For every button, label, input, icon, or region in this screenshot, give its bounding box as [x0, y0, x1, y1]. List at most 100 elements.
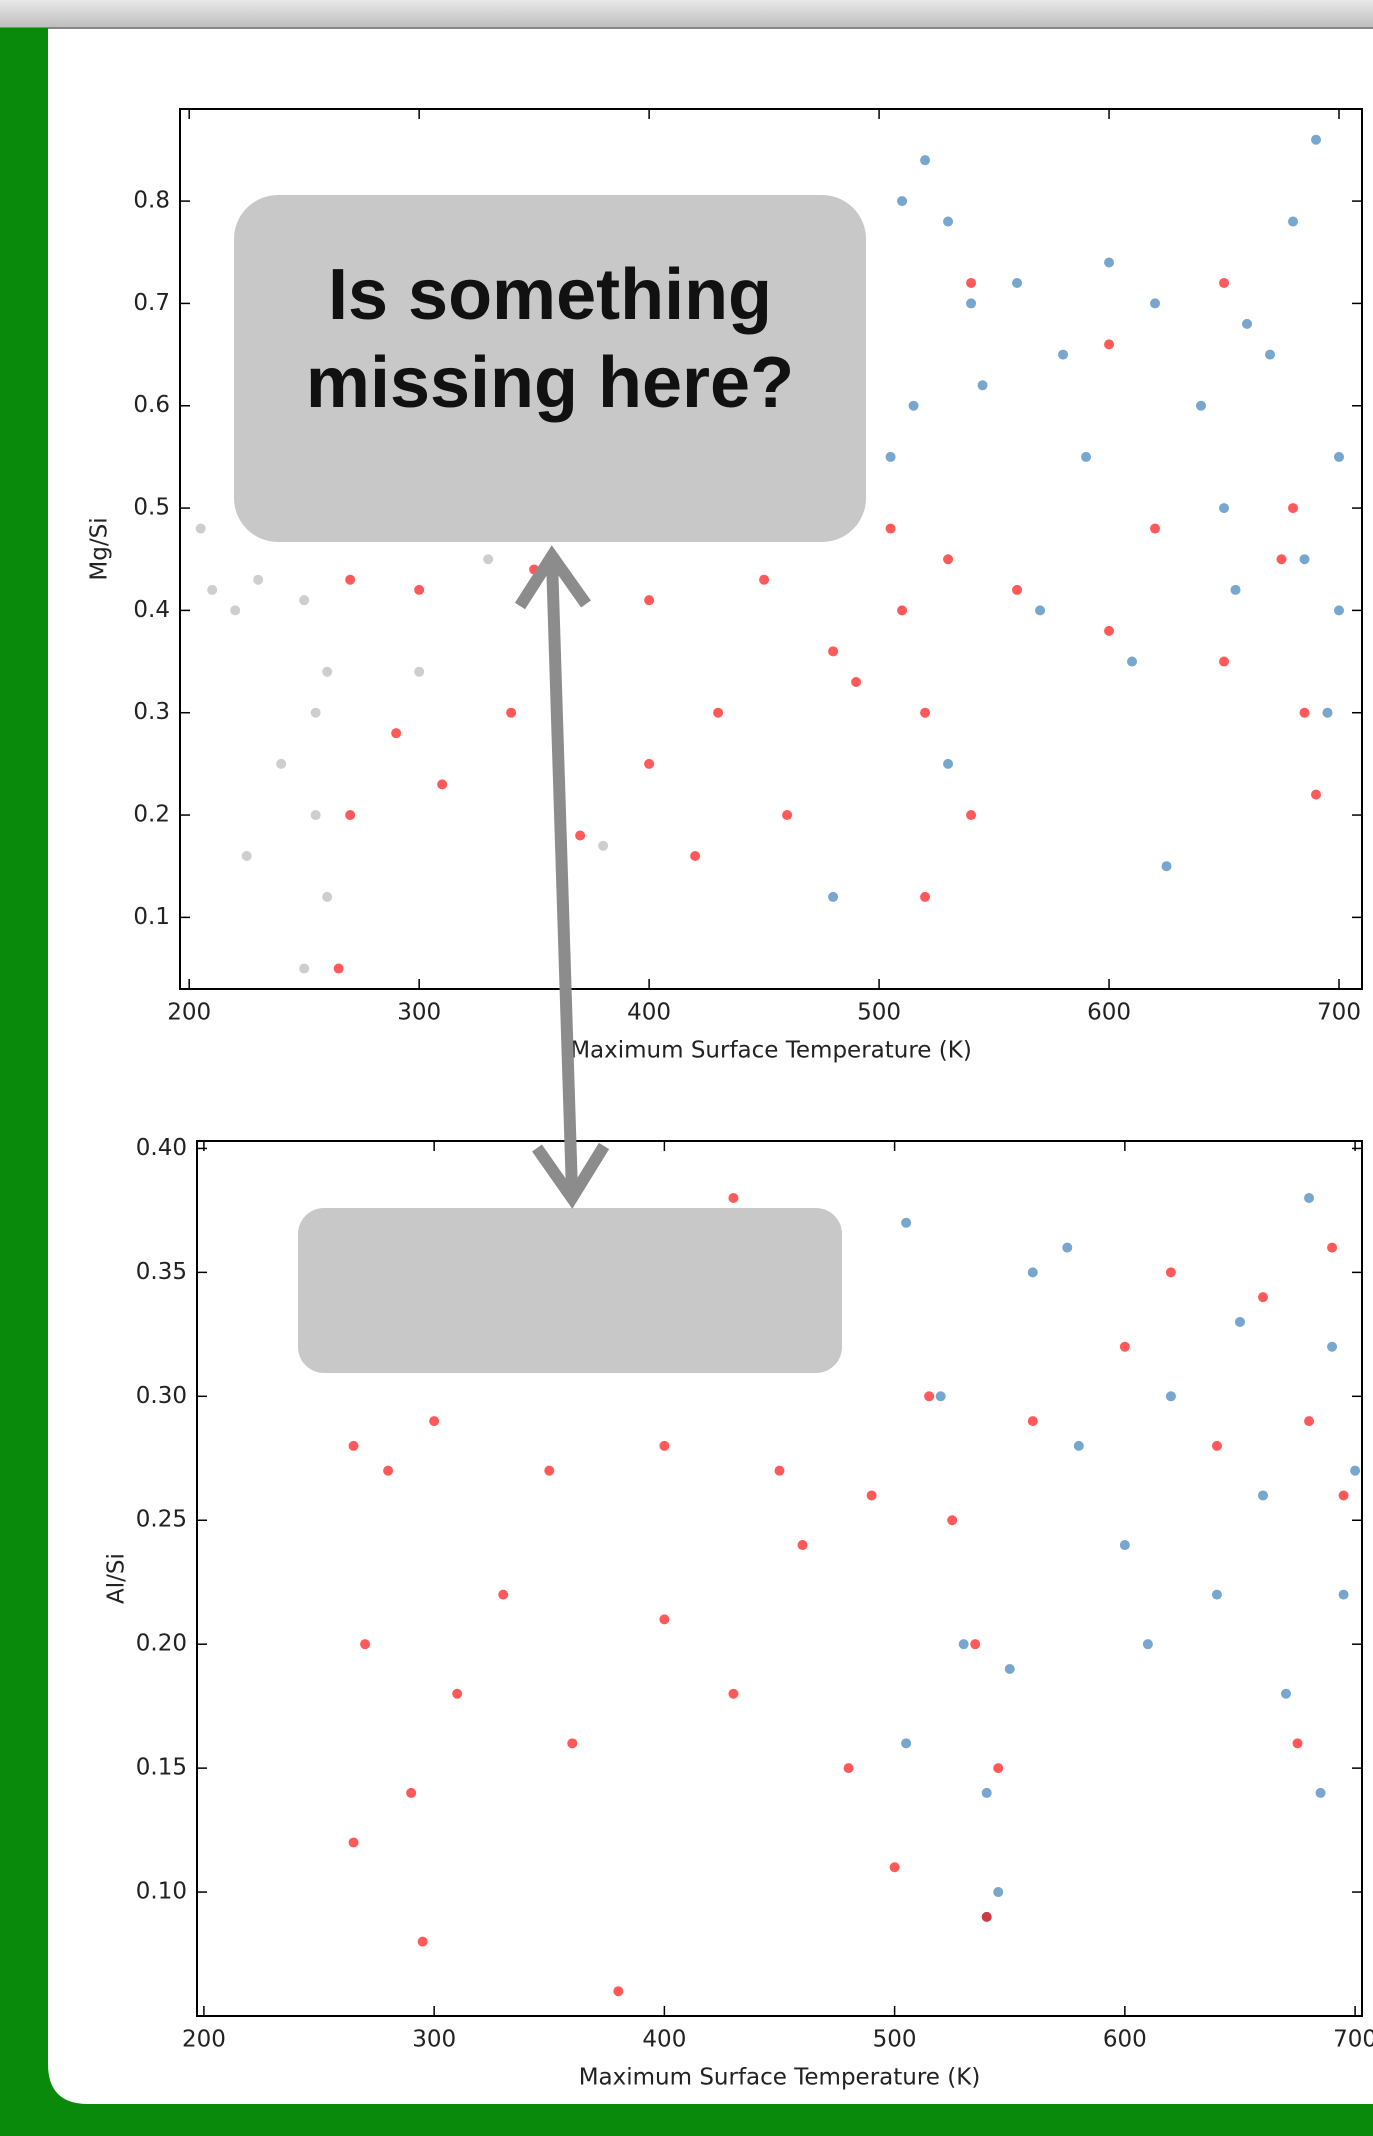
point [759, 574, 770, 585]
point [1288, 216, 1299, 227]
point [843, 1763, 854, 1774]
point [1338, 1490, 1349, 1501]
point [1265, 349, 1276, 360]
point [1257, 1292, 1268, 1303]
point [1161, 861, 1172, 872]
point [885, 451, 896, 462]
point [901, 1217, 912, 1228]
x-tick-label: 400 [627, 1000, 671, 1026]
point [1035, 605, 1046, 616]
plots: 200 300 400 500 600 700 0.1 0.2 0.3 0.4 0.5 0.6 0.7 0… [87, 108, 1373, 2091]
point [908, 400, 919, 411]
point [659, 1614, 670, 1625]
point [1292, 1738, 1303, 1749]
point [299, 963, 310, 974]
point [506, 707, 517, 718]
arrow-shaft [546, 559, 578, 1193]
y-tick-label: 0.2 [133, 802, 170, 828]
point [943, 758, 954, 769]
point [644, 758, 655, 769]
point [1281, 1688, 1292, 1699]
point [1104, 339, 1115, 350]
point [889, 1862, 900, 1873]
y-tick-label: 0.5 [133, 495, 170, 521]
point [310, 810, 321, 821]
y-tick-label: 0.1 [133, 904, 170, 930]
point [924, 1391, 935, 1402]
point [414, 666, 425, 677]
y-tick-label: 0.3 [133, 699, 170, 725]
point [414, 584, 425, 595]
callout-box [234, 195, 866, 542]
point [1012, 584, 1023, 595]
point [920, 155, 931, 166]
x-tick-label: 600 [1087, 1000, 1131, 1026]
point [1304, 1193, 1315, 1204]
point [1073, 1440, 1084, 1451]
point [1165, 1391, 1176, 1402]
point [322, 891, 333, 902]
point [1234, 1316, 1245, 1327]
point [345, 810, 356, 821]
point [1027, 1267, 1038, 1278]
point [1350, 1465, 1361, 1476]
point [1311, 134, 1322, 145]
point [437, 779, 448, 790]
y-tick-label: 0.15 [136, 1755, 187, 1781]
point [644, 595, 655, 606]
point [1211, 1440, 1222, 1451]
point [322, 666, 333, 677]
point [207, 584, 218, 595]
point [1315, 1787, 1326, 1798]
point [613, 1986, 624, 1997]
point [567, 1738, 578, 1749]
point [943, 216, 954, 227]
point [1119, 1341, 1130, 1352]
point [1219, 277, 1230, 288]
point [241, 850, 252, 861]
point [1334, 605, 1345, 616]
point [1027, 1416, 1038, 1427]
plot-frame [179, 108, 1363, 990]
point [993, 1763, 1004, 1774]
point [1299, 554, 1310, 565]
point [774, 1465, 785, 1476]
point [1338, 1589, 1349, 1600]
point [598, 840, 609, 851]
x-tick-label: 600 [1103, 2027, 1147, 2053]
chart: 200 300 400 500 600 700 0.10 0.15 0.20 0.25 0.30 0.… [104, 1135, 1373, 2091]
point [901, 1738, 912, 1749]
x-tick-label: 700 [1317, 1000, 1361, 1026]
y-tick-label: 0.7 [133, 290, 170, 316]
point [1058, 349, 1069, 360]
banner [0, 0, 1373, 28]
point [935, 1391, 946, 1402]
point [1327, 1242, 1338, 1253]
point [920, 891, 931, 902]
point [391, 728, 402, 739]
point [406, 1787, 417, 1798]
point [966, 298, 977, 309]
point [230, 605, 241, 616]
point [981, 1787, 992, 1798]
point [1327, 1341, 1338, 1352]
y-axis-label: Al/Si [104, 1553, 130, 1604]
point [1142, 1639, 1153, 1650]
x-axis-label: Maximum Surface Temperature (K) [570, 1038, 972, 1064]
point [970, 1639, 981, 1650]
point [1257, 1490, 1268, 1501]
point [897, 605, 908, 616]
point [1219, 656, 1230, 667]
point [797, 1540, 808, 1551]
point [690, 850, 701, 861]
y-tick-label: 0.8 [133, 188, 170, 214]
point [1288, 503, 1299, 514]
point [1211, 1589, 1222, 1600]
point [1334, 451, 1345, 462]
point [276, 758, 287, 769]
point [348, 1837, 359, 1848]
chart: 200 300 400 500 600 700 0.1 0.2 0.3 0.4 0.5 0.6 0.7 0… [87, 108, 1363, 1064]
point [360, 1639, 371, 1650]
point [851, 677, 862, 688]
point [299, 595, 310, 606]
